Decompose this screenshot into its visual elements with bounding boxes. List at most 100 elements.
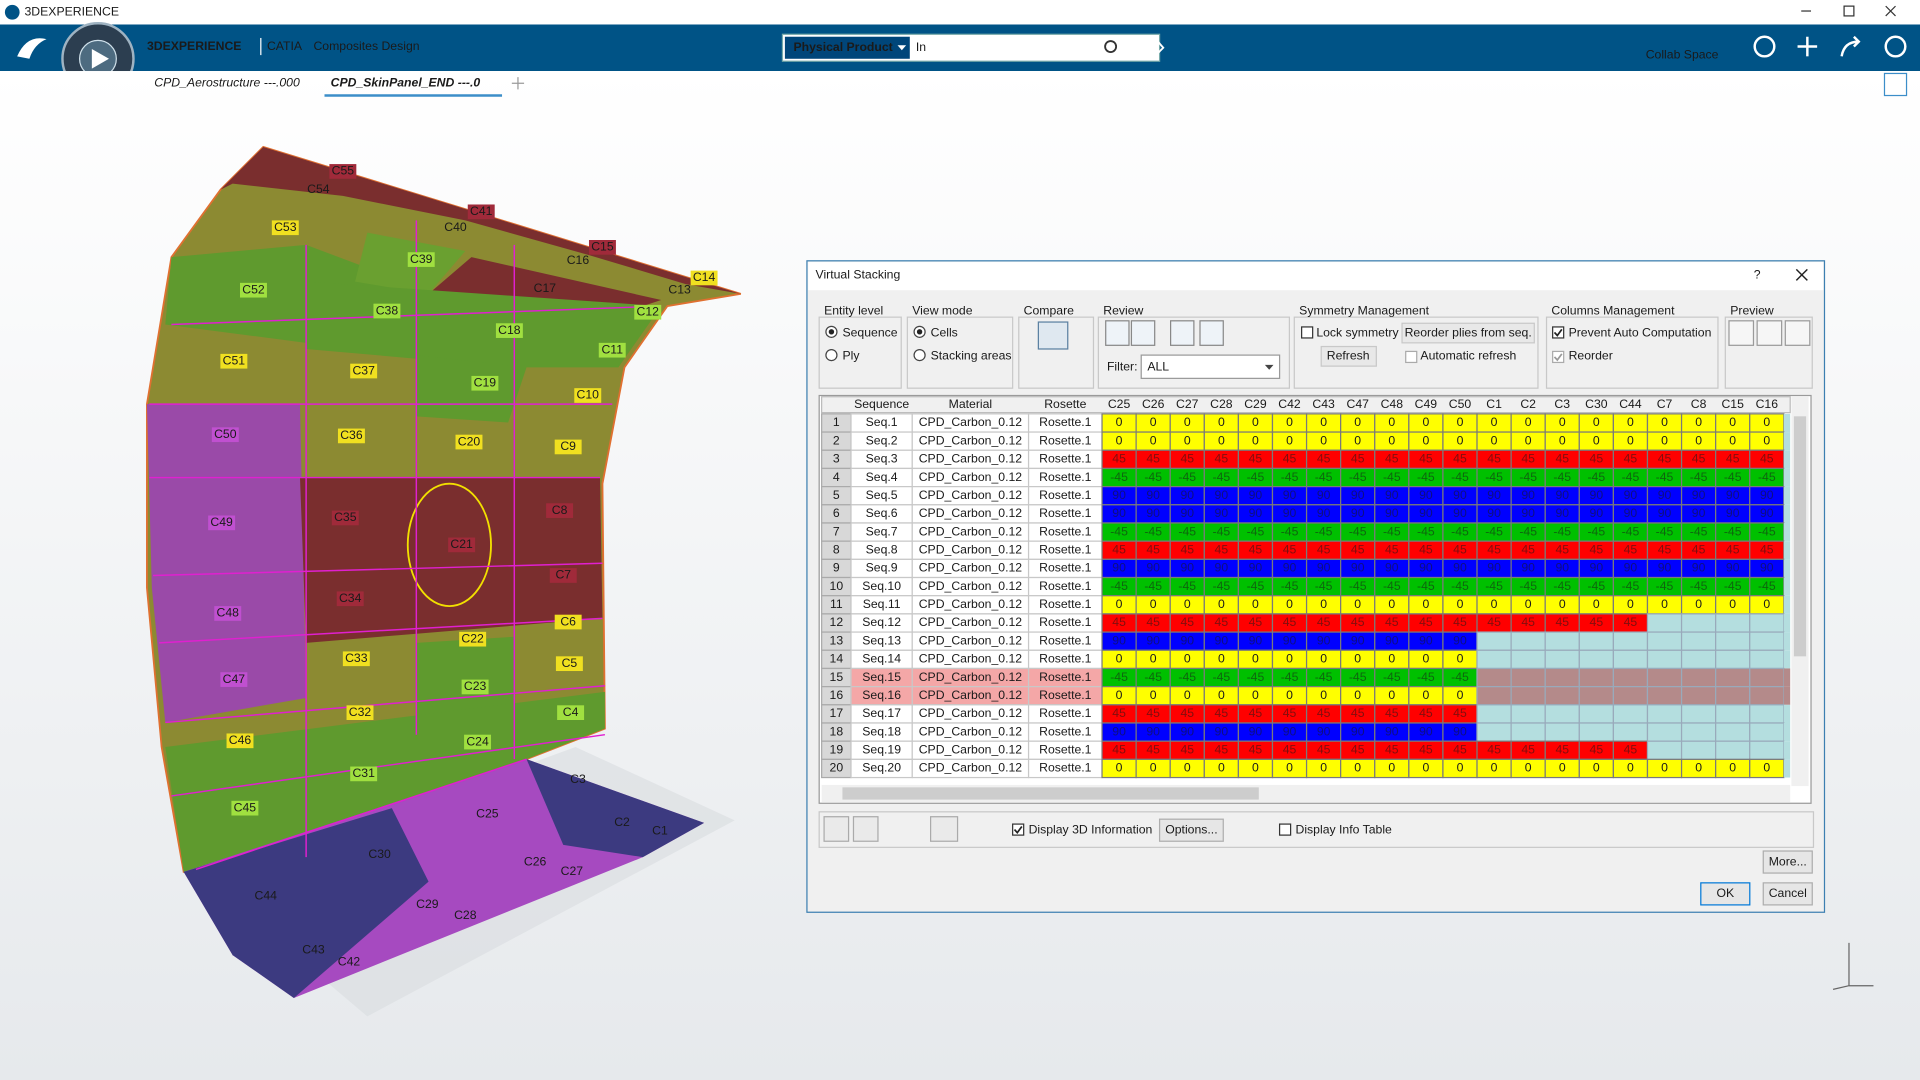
sequence-cell[interactable]: Seq.3	[866, 452, 898, 466]
rosette-cell[interactable]: Rosette.1	[1039, 433, 1092, 447]
rosette-cell[interactable]: Rosette.1	[1039, 470, 1092, 484]
checkbox[interactable]	[1301, 326, 1314, 339]
ply-cell[interactable]	[1749, 758, 1785, 779]
sequence-cell[interactable]: Seq.4	[866, 470, 898, 484]
checkbox-label[interactable]: Prevent Auto Computation	[1569, 325, 1712, 339]
rosette-cell[interactable]: Rosette.1	[1039, 452, 1092, 466]
sequence-cell[interactable]: Seq.11	[863, 597, 901, 611]
material-cell[interactable]: CPD_Carbon_0.12	[919, 524, 1023, 538]
rosette-cell[interactable]: Rosette.1	[1039, 652, 1092, 666]
column-header[interactable]: C50	[1449, 397, 1472, 411]
button[interactable]	[1320, 345, 1377, 367]
redo-button[interactable]	[852, 816, 879, 842]
sequence-cell[interactable]: Seq.19	[862, 743, 901, 757]
sequence-cell[interactable]: Seq.14	[862, 652, 901, 666]
scroll-thumb[interactable]	[842, 787, 1259, 800]
rosette-cell[interactable]: Rosette.1	[1039, 579, 1092, 593]
rosette-cell[interactable]: Rosette.1	[1039, 724, 1092, 738]
column-header[interactable]: C42	[1278, 397, 1301, 411]
rosette-cell[interactable]: Rosette.1	[1039, 761, 1092, 775]
button-label[interactable]: More...	[1769, 854, 1807, 868]
context-dropdown[interactable]	[784, 36, 910, 59]
checkbox[interactable]	[1552, 326, 1565, 339]
column-header[interactable]: C15	[1721, 397, 1744, 411]
material-cell[interactable]: CPD_Carbon_0.12	[919, 506, 1023, 520]
user-icon[interactable]	[1753, 35, 1776, 58]
sequence-cell[interactable]: Seq.12	[862, 615, 901, 629]
column-header[interactable]: C44	[1619, 397, 1642, 411]
column-header[interactable]: C28	[1210, 397, 1233, 411]
material-cell[interactable]: CPD_Carbon_0.12	[919, 488, 1023, 502]
review-button[interactable]	[1199, 320, 1224, 346]
rosette-cell[interactable]: Rosette.1	[1039, 633, 1092, 647]
column-header[interactable]: Sequence	[854, 397, 909, 411]
checkbox-label[interactable]: Display Info Table	[1296, 822, 1393, 836]
print-button[interactable]	[930, 816, 959, 842]
review-button[interactable]	[1105, 320, 1130, 346]
sequence-cell[interactable]: Seq.15	[862, 670, 901, 684]
rosette-cell[interactable]: Rosette.1	[1039, 488, 1092, 502]
rosette-cell[interactable]: Rosette.1	[1039, 670, 1092, 684]
rosette-cell[interactable]: Rosette.1	[1039, 706, 1092, 720]
restore-button[interactable]	[1843, 5, 1855, 17]
material-cell[interactable]: CPD_Carbon_0.12	[919, 452, 1023, 466]
sequence-cell[interactable]: Seq.10	[862, 579, 901, 593]
material-cell[interactable]: CPD_Carbon_0.12	[919, 433, 1023, 447]
undo-button[interactable]	[823, 816, 850, 842]
column-header[interactable]: C8	[1691, 397, 1707, 411]
sequence-cell[interactable]: Seq.5	[866, 488, 898, 502]
material-cell[interactable]: CPD_Carbon_0.12	[919, 743, 1023, 757]
column-header[interactable]: C27	[1176, 397, 1199, 411]
rosette-cell[interactable]: Rosette.1	[1039, 688, 1092, 702]
checkbox[interactable]	[1552, 350, 1565, 364]
radio-label[interactable]: Stacking areas	[931, 349, 1012, 363]
context-dropdown-label[interactable]: Physical Product	[793, 40, 892, 54]
filter-combo[interactable]	[1140, 354, 1281, 379]
column-header[interactable]: C25	[1108, 397, 1131, 411]
material-cell[interactable]: CPD_Carbon_0.12	[919, 633, 1023, 647]
rosette-cell[interactable]: Rosette.1	[1039, 542, 1092, 556]
sequence-cell[interactable]: Seq.13	[862, 633, 901, 647]
material-cell[interactable]: CPD_Carbon_0.12	[919, 652, 1023, 666]
column-header[interactable]: C26	[1142, 397, 1165, 411]
material-cell[interactable]: CPD_Carbon_0.12	[919, 579, 1023, 593]
filter-value[interactable]: ALL	[1147, 360, 1169, 374]
material-cell[interactable]: CPD_Carbon_0.12	[919, 561, 1023, 575]
sequence-cell[interactable]: Seq.16	[862, 688, 901, 702]
radio[interactable]	[825, 348, 838, 362]
radio-label[interactable]: Sequence	[842, 325, 897, 339]
column-header[interactable]: C48	[1381, 397, 1404, 411]
sequence-cell[interactable]: Seq.8	[866, 542, 898, 556]
material-cell[interactable]: CPD_Carbon_0.12	[919, 415, 1023, 429]
tab[interactable]: CPD_Aerostructure ---.000	[154, 75, 300, 89]
material-cell[interactable]: CPD_Carbon_0.12	[919, 597, 1023, 611]
material-cell[interactable]: CPD_Carbon_0.12	[919, 470, 1023, 484]
sequence-cell[interactable]: Seq.20	[862, 761, 901, 775]
share-icon[interactable]	[1840, 35, 1861, 57]
checkbox[interactable]	[1405, 350, 1418, 364]
column-header[interactable]: C49	[1415, 397, 1438, 411]
preview-button[interactable]	[1756, 320, 1783, 346]
review-button[interactable]	[1170, 320, 1195, 346]
preview-button[interactable]	[1728, 320, 1755, 346]
rosette-cell[interactable]: Rosette.1	[1039, 743, 1092, 757]
help-button[interactable]: ?	[1754, 268, 1761, 282]
tag-icon[interactable]	[1142, 37, 1165, 58]
button[interactable]	[1762, 850, 1813, 874]
tab-active[interactable]: CPD_SkinPanel_END ---.0	[331, 75, 481, 89]
material-cell[interactable]: CPD_Carbon_0.12	[919, 615, 1023, 629]
material-cell[interactable]: CPD_Carbon_0.12	[919, 706, 1023, 720]
column-header[interactable]: Material	[949, 397, 993, 411]
review-button[interactable]	[1130, 320, 1156, 346]
column-header[interactable]: C3	[1554, 397, 1570, 411]
column-header[interactable]: C29	[1244, 397, 1267, 411]
column-header[interactable]: C2	[1520, 397, 1536, 411]
preview-button[interactable]	[1784, 320, 1811, 346]
material-cell[interactable]: CPD_Carbon_0.12	[919, 761, 1023, 775]
button[interactable]	[1158, 818, 1224, 842]
material-cell[interactable]: CPD_Carbon_0.12	[919, 724, 1023, 738]
help-icon[interactable]	[1884, 35, 1907, 58]
rosette-cell[interactable]: Rosette.1	[1039, 597, 1092, 611]
button-label[interactable]: Options...	[1165, 822, 1217, 836]
sequence-cell[interactable]: Seq.18	[862, 724, 901, 738]
